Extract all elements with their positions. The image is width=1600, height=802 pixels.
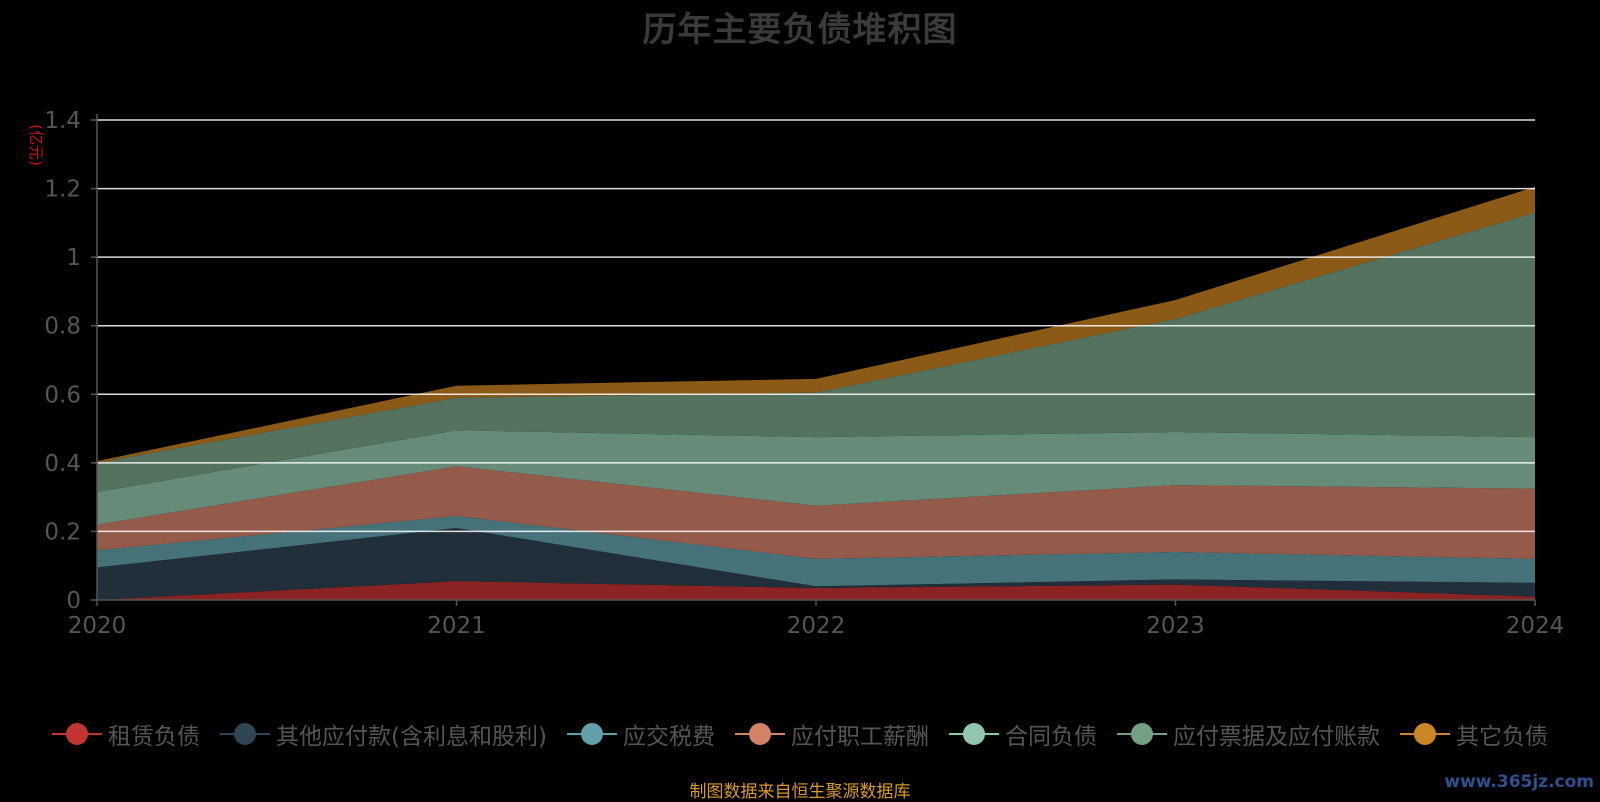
x-tick-label: 2020 <box>68 613 127 639</box>
area-series-1 <box>97 528 1535 600</box>
legend-label: 应付职工薪酬 <box>790 724 929 750</box>
x-tick-label: 2022 <box>787 613 846 639</box>
legend: 租赁负债 其他应付款(含利息和股利) 应交税费 应付职工薪酬 合同负债 应付票据及应付账款… <box>0 714 1600 754</box>
legend-label: 其他应付款(含利息和股利) <box>276 724 547 750</box>
y-tick-label: 1.4 <box>44 108 81 134</box>
legend-marker <box>52 722 103 746</box>
grid-layer <box>97 119 1535 533</box>
y-tick-label: 0 <box>66 588 81 614</box>
legend-label: 其它负债 <box>1455 724 1548 750</box>
area-series-2 <box>97 516 1535 587</box>
axis-layer: (亿元) 0 0.2 0.4 0.6 0.8 1 1.2 1.4 2020 2021 2022 202… <box>27 108 1564 639</box>
x-tick-label: 2024 <box>1506 613 1565 639</box>
legend-item-2[interactable]: 应交税费 <box>566 717 715 751</box>
area-series-3 <box>97 466 1535 559</box>
y-tick-label: 0.6 <box>44 382 81 408</box>
watermark: www.365jz.com <box>1444 772 1594 792</box>
y-tick-label: 0.8 <box>44 314 81 340</box>
legend-marker <box>734 722 785 746</box>
x-tick-label: 2023 <box>1146 613 1205 639</box>
legend-marker <box>1116 722 1167 746</box>
legend-label: 租赁负债 <box>108 724 201 750</box>
legend-item-3[interactable]: 应付职工薪酬 <box>734 717 929 751</box>
legend-marker <box>220 722 271 746</box>
y-tick-label: 1.2 <box>44 177 81 203</box>
area-series-0 <box>97 581 1535 600</box>
legend-item-1[interactable]: 其他应付款(含利息和股利) <box>220 717 547 751</box>
x-tick-label: 2021 <box>427 613 486 639</box>
legend-label: 合同负债 <box>1004 724 1097 750</box>
legend-marker <box>948 722 999 746</box>
y-axis-unit-label: (亿元) <box>27 124 45 166</box>
chart-title: 历年主要负债堆积图 <box>642 10 958 50</box>
legend-label: 应交税费 <box>622 724 715 750</box>
y-tick-label: 0.2 <box>44 519 81 545</box>
area-series-5 <box>97 212 1535 493</box>
legend-label: 应付票据及应付账款 <box>1172 724 1380 750</box>
y-tick-label: 1 <box>66 245 81 271</box>
legend-item-5[interactable]: 应付票据及应付账款 <box>1116 717 1380 751</box>
legend-item-6[interactable]: 其它负债 <box>1399 717 1548 751</box>
area-series-4 <box>97 430 1535 525</box>
y-tick-label: 0.4 <box>44 451 81 477</box>
legend-marker <box>1399 722 1450 746</box>
areas-layer <box>97 186 1535 600</box>
legend-item-4[interactable]: 合同负债 <box>948 717 1097 751</box>
legend-item-0[interactable]: 租赁负债 <box>52 717 200 751</box>
legend-marker <box>566 722 617 746</box>
source-note: 制图数据来自恒生聚源数据库 <box>689 782 911 802</box>
